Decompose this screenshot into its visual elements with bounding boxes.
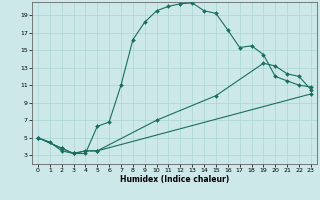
X-axis label: Humidex (Indice chaleur): Humidex (Indice chaleur) bbox=[120, 175, 229, 184]
